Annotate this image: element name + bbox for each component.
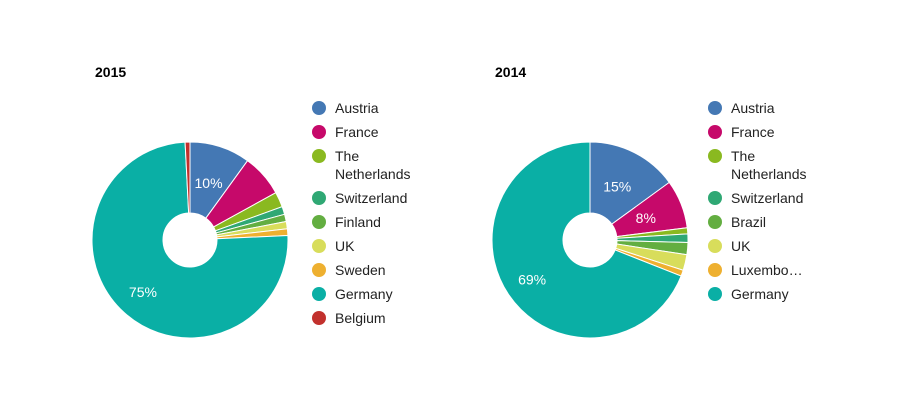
legend-label: France [335, 124, 379, 140]
legend-label: Brazil [731, 214, 767, 230]
legend-swatch [312, 287, 326, 301]
donut-chart-2014: 15% 8% 69% [491, 141, 689, 339]
legend-label: Austria [731, 100, 775, 116]
legend-item-sweden[interactable]: Sweden [312, 261, 425, 279]
legend-label: Germany [335, 286, 393, 302]
legend-label: UK [335, 238, 355, 254]
chart-title: 2014 [495, 64, 527, 80]
legend-swatch [708, 239, 722, 253]
legend-swatch [312, 239, 326, 253]
legend-item-luxembo[interactable]: Luxembo… [708, 261, 821, 279]
legend-swatch [708, 149, 722, 163]
slice-label-germany: 75% [129, 284, 157, 300]
legend-label: Finland [335, 214, 381, 230]
legend-swatch [312, 191, 326, 205]
legend-label: France [731, 124, 775, 140]
slice-label-austria: 10% [195, 175, 223, 191]
legend-label: Belgium [335, 310, 386, 326]
legend-swatch [708, 125, 722, 139]
legend-swatch [708, 101, 722, 115]
legend-item-uk[interactable]: UK [312, 237, 425, 255]
legend-label: Austria [335, 100, 379, 116]
legend-item-brazil[interactable]: Brazil [708, 213, 821, 231]
legend-label: Switzerland [335, 190, 408, 206]
legend-item-switzerland[interactable]: Switzerland [708, 189, 821, 207]
legend-item-austria[interactable]: Austria [708, 99, 821, 117]
legend-item-the-netherlands[interactable]: The Netherlands [708, 147, 821, 183]
legend-swatch [708, 191, 722, 205]
legend-swatch [708, 287, 722, 301]
legend-label: Switzerland [731, 190, 804, 206]
slice-belgium[interactable] [184, 141, 191, 214]
legend-item-finland[interactable]: Finland [312, 213, 425, 231]
legend-label: Luxembo… [731, 262, 803, 278]
legend-label: UK [731, 238, 751, 254]
legend-item-switzerland[interactable]: Switzerland [312, 189, 425, 207]
legend-swatch [708, 263, 722, 277]
chart-panel-2015: 2015 10% 75% Austria France The Netherlands… [91, 64, 425, 339]
legend-item-germany[interactable]: Germany [708, 285, 821, 303]
chart-title: 2015 [95, 64, 127, 80]
slice-germany[interactable] [91, 141, 289, 339]
legend-item-austria[interactable]: Austria [312, 99, 425, 117]
legend-swatch [708, 215, 722, 229]
donut-chart-2015: 10% 75% [91, 141, 289, 339]
legend-label: The Netherlands [335, 148, 411, 182]
legend-label: Germany [731, 286, 789, 302]
legend-swatch [312, 149, 326, 163]
legend-2014: Austria France The Netherlands Switzerland B… [708, 99, 821, 309]
legend-item-france[interactable]: France [708, 123, 821, 141]
slice-austria[interactable] [589, 141, 670, 225]
legend-2015: Austria France The Netherlands Switzerland F… [312, 99, 425, 333]
legend-label: The Netherlands [731, 148, 807, 182]
legend-item-france[interactable]: France [312, 123, 425, 141]
legend-label: Sweden [335, 262, 386, 278]
legend-item-uk[interactable]: UK [708, 237, 821, 255]
legend-swatch [312, 125, 326, 139]
chart-panel-2014: 2014 15% 8% 69% Austria France The Netherlan… [450, 0, 900, 400]
slice-label-germany: 69% [518, 271, 546, 287]
slice-label-france: 8% [636, 210, 656, 226]
legend-item-germany[interactable]: Germany [312, 285, 425, 303]
legend-item-the-netherlands[interactable]: The Netherlands [312, 147, 425, 183]
slice-germany[interactable] [491, 141, 682, 339]
slice-label-austria: 15% [603, 179, 631, 195]
legend-swatch [312, 311, 326, 325]
legend-swatch [312, 215, 326, 229]
legend-item-belgium[interactable]: Belgium [312, 309, 425, 327]
legend-swatch [312, 101, 326, 115]
legend-swatch [312, 263, 326, 277]
